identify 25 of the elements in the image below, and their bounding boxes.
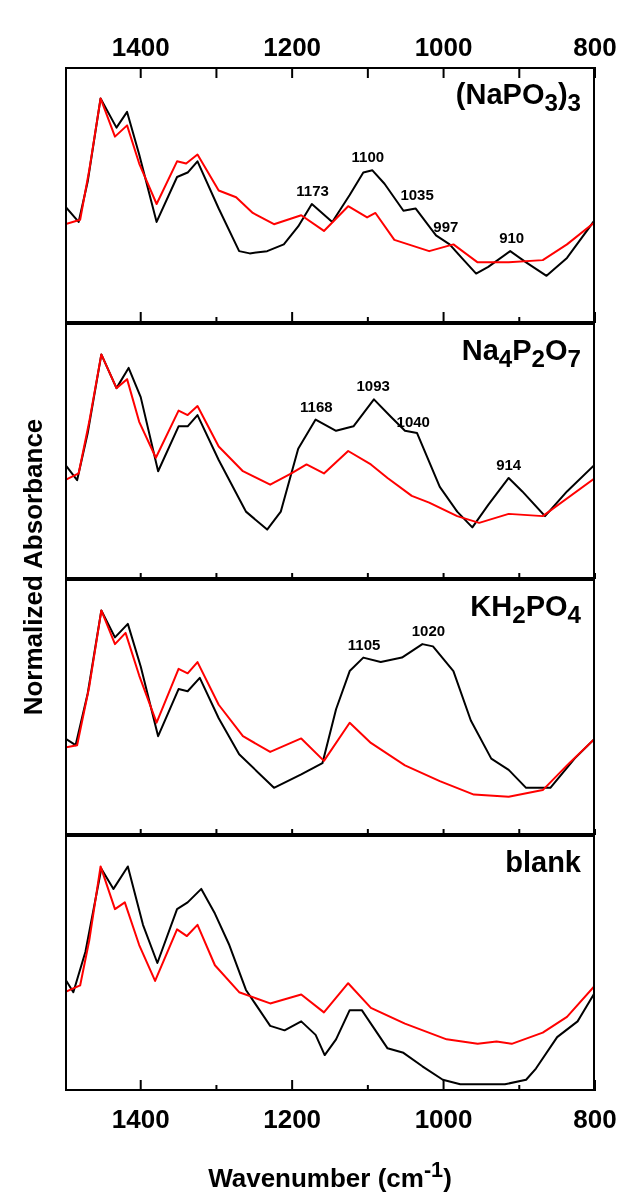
annotation: 1035 <box>400 186 434 204</box>
annotation: 1168 <box>300 397 333 415</box>
annotation: 1020 <box>411 622 446 640</box>
x-axis-title: Wavenumber (cm$^{-1}$) <box>207 1157 453 1193</box>
chart-title: (NaPO$_{3}$)$_{3}$ <box>455 78 581 117</box>
annotation: 1040 <box>396 413 430 431</box>
x-tick-label: 1400 <box>111 31 170 62</box>
annotation: 1105 <box>347 635 381 653</box>
annotation: 910 <box>499 229 525 247</box>
x-tick-label: 800 <box>573 1103 617 1134</box>
x-tick-label: 800 <box>573 31 617 62</box>
annotation: 914 <box>496 455 522 473</box>
x-tick-label: 1000 <box>414 31 473 62</box>
annotation: 1093 <box>356 377 390 395</box>
x-tick-label: 1400 <box>111 1103 170 1134</box>
chart-title: blank <box>505 846 581 879</box>
annotation: 997 <box>433 217 459 235</box>
x-tick-label: 1200 <box>263 31 322 62</box>
annotation: 1173 <box>296 181 329 199</box>
x-tick-label: 1000 <box>414 1103 473 1134</box>
y-axis-title: Normalized Absorbance <box>17 418 49 716</box>
chart-title: KH$_{2}$PO$_{4}$ <box>470 590 581 629</box>
annotation: 1100 <box>351 148 385 166</box>
chart-title: Na$_{4}$P$_{2}$O$_{7}$ <box>461 334 581 373</box>
x-tick-label: 1200 <box>263 1103 322 1134</box>
